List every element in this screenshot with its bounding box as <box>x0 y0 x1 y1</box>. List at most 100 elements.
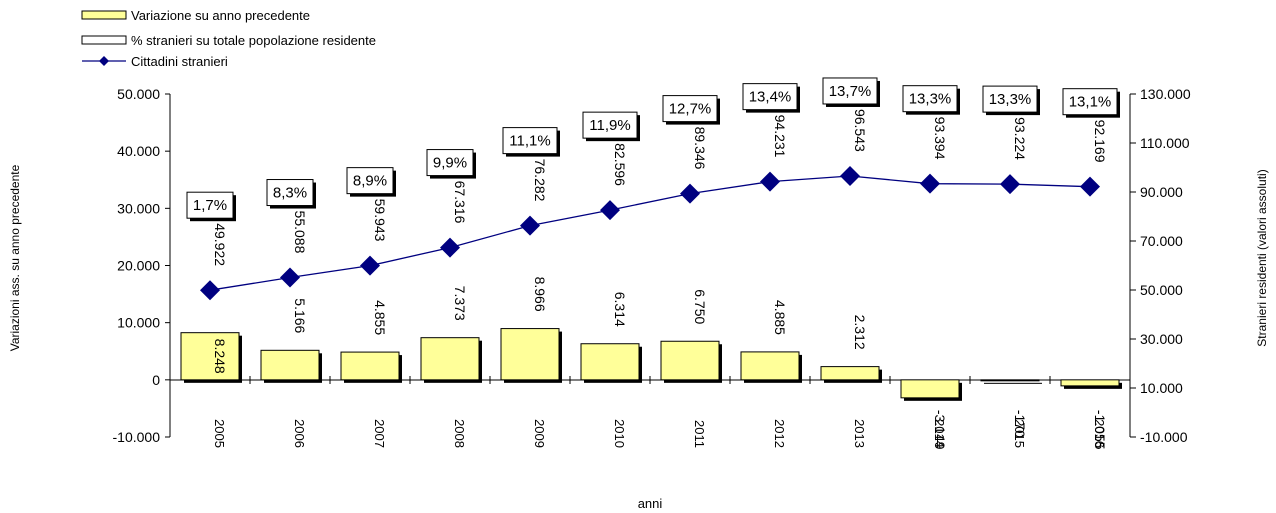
x-category-label: 2013 <box>852 419 867 448</box>
percent-label: 11,1% <box>509 133 550 150</box>
y-left-tick-label: 40.000 <box>117 143 160 159</box>
bar <box>1060 379 1120 387</box>
percent-box <box>266 179 314 207</box>
line-marker <box>280 267 300 288</box>
category-labels: 2005 2006 2007 2008 2009 2010 2011 2012 2013 2014… <box>212 419 1107 448</box>
x-axis-title: anni <box>638 496 663 511</box>
y-right-tick-label: -10.000 <box>1140 429 1188 445</box>
bar-value-label: 7.373 <box>452 286 468 321</box>
legend-item-bar: Variazione su anno precedente <box>81 8 310 23</box>
x-axis-ticks <box>169 376 1131 384</box>
y-right-tick-label: 70.000 <box>1140 233 1183 249</box>
y-right-tick-label: 90.000 <box>1140 184 1183 200</box>
line-labels: 49.922 55.088 59.943 67.316 76.282 82.596 89.3… <box>212 109 1108 266</box>
legend-label-line: Cittadini stranieri <box>131 54 228 69</box>
percent-label: 9,9% <box>433 155 467 172</box>
x-category-label: 2014 <box>932 419 947 448</box>
y-left-tick-label: 20.000 <box>117 258 160 274</box>
legend-swatch-bar <box>81 10 127 20</box>
bar <box>180 332 240 381</box>
bar <box>580 343 640 381</box>
percent-label: 13,4% <box>749 89 792 106</box>
y-axis-right-title: Stranieri residenti (valori assoluti) <box>1255 169 1269 346</box>
percent-box <box>982 85 1038 113</box>
percent-label: 13,7% <box>829 83 872 100</box>
y-left-tick-label: 10.000 <box>117 315 160 331</box>
line-series <box>200 165 1100 301</box>
line-marker <box>680 183 700 204</box>
line-marker <box>840 165 860 186</box>
percent-label: 1,7% <box>193 197 227 214</box>
percent-box <box>1062 88 1118 116</box>
x-category-label: 2011 <box>692 420 707 448</box>
percent-box <box>502 127 558 155</box>
y-right-tick-label: 10.000 <box>1140 380 1183 396</box>
line-value-label: 94.231 <box>772 115 788 158</box>
x-category-label: 2012 <box>772 419 787 448</box>
x-category-label: 2008 <box>452 419 467 448</box>
line-value-label: 93.224 <box>1012 117 1028 160</box>
legend-label-percent: % stranieri su totale popolazione reside… <box>131 33 376 48</box>
bar-value-label: 5.166 <box>292 298 308 333</box>
y-left-tick-label: 50.000 <box>117 86 160 102</box>
series-line <box>209 175 1091 291</box>
percent-box <box>346 167 394 195</box>
percent-box <box>426 149 474 177</box>
bar-value-label: 6.750 <box>692 289 708 324</box>
bar <box>500 328 560 381</box>
percent-box <box>582 111 638 139</box>
y-axis-left-ticks: -10.000 0 10.000 20.000 30.000 40.000 50.000 <box>113 86 170 445</box>
percent-box <box>742 83 798 111</box>
x-category-label: 2005 <box>212 419 227 448</box>
bar-value-label: 2.312 <box>852 315 868 350</box>
legend-label-bar: Variazione su anno precedente <box>131 8 310 23</box>
bar <box>740 351 800 381</box>
line-marker <box>1080 176 1100 197</box>
legend-item-line: Cittadini stranieri <box>82 54 228 69</box>
bar <box>900 379 960 399</box>
legend-item-percent: % stranieri su totale popolazione reside… <box>81 33 376 48</box>
bar <box>660 340 720 381</box>
x-category-label: 2007 <box>372 419 387 448</box>
line-value-label: 89.346 <box>692 127 708 170</box>
bar <box>820 366 880 381</box>
percent-box <box>902 85 958 113</box>
bar-value-label: 8.966 <box>532 277 548 312</box>
x-category-label: 2010 <box>612 419 627 448</box>
y-right-tick-label: 30.000 <box>1140 331 1183 347</box>
bar-value-label: -170 <box>1012 410 1028 438</box>
line-value-label: 76.282 <box>532 159 548 202</box>
bar <box>980 379 1040 382</box>
percent-box <box>822 77 878 105</box>
line-marker <box>600 200 620 221</box>
percent-label: 13,3% <box>909 91 952 108</box>
y-axis-left-title: Variazioni ass. su anno precedente <box>8 164 22 351</box>
x-category-label: 2016 <box>1092 419 1107 448</box>
x-category-label: 2009 <box>532 419 547 448</box>
bar-value-label: -3.149 <box>932 410 948 450</box>
percent-label: 12,7% <box>669 101 712 118</box>
axes <box>169 94 1131 437</box>
bar-value-label: 4.855 <box>372 300 388 335</box>
line-value-label: 49.922 <box>212 223 228 266</box>
y-left-tick-label: -10.000 <box>113 429 161 445</box>
bar-value-label: 6.314 <box>612 292 628 327</box>
bar <box>340 351 400 381</box>
percent-box <box>662 95 718 123</box>
line-marker <box>440 237 460 258</box>
line-marker <box>1000 174 1020 195</box>
bar-value-label: 8.248 <box>212 339 228 374</box>
percent-label: 11,9% <box>589 117 630 134</box>
bar <box>260 349 320 381</box>
y-right-tick-label: 50.000 <box>1140 282 1183 298</box>
line-value-label: 55.088 <box>292 211 308 254</box>
legend: Variazione su anno precedente % stranier… <box>81 8 376 69</box>
percent-label: 13,3% <box>989 91 1032 108</box>
bar-value-label: 4.885 <box>772 300 788 335</box>
line-value-label: 67.316 <box>452 181 468 224</box>
line-marker <box>920 173 940 194</box>
line-marker <box>360 255 380 276</box>
bar-labels: 8.248 5.166 4.855 7.373 8.966 6.314 6.750 4.885… <box>212 277 1108 450</box>
line-value-label: 59.943 <box>372 199 388 242</box>
